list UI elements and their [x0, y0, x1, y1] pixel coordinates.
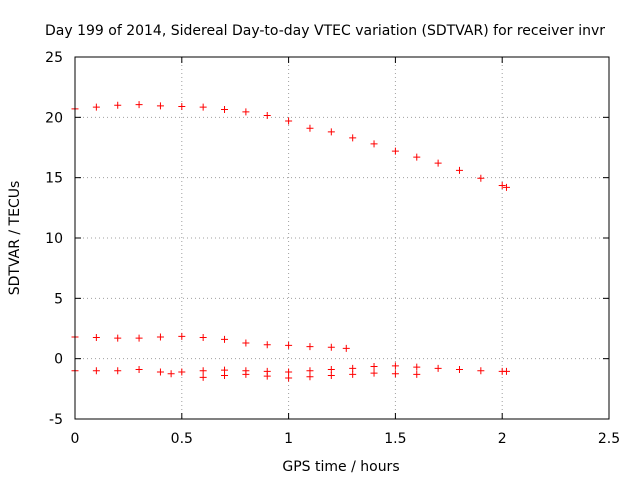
data-point [114, 367, 122, 375]
data-point [498, 182, 506, 190]
data-point [306, 367, 314, 375]
data-point [263, 372, 271, 380]
y-tick-labels: -5 0 5 10 15 20 25 [45, 50, 63, 428]
data-point [327, 343, 335, 351]
x-tick-label: 2 [498, 431, 507, 447]
data-point [114, 334, 122, 342]
chart-title: Day 199 of 2014, Sidereal Day-to-day VTE… [45, 23, 605, 39]
data-point [349, 134, 357, 142]
y-tick-label: 5 [54, 291, 63, 307]
x-tick-label: 0.5 [171, 431, 193, 447]
x-axis-label: GPS time / hours [282, 459, 399, 475]
data-point [221, 372, 229, 380]
data-point [199, 334, 207, 342]
data-point [306, 124, 314, 132]
data-point [135, 101, 143, 109]
data-point [477, 367, 485, 375]
data-point [285, 117, 293, 125]
data-point [370, 369, 378, 377]
data-point [413, 370, 421, 378]
data-point [156, 102, 164, 110]
data-point [221, 105, 229, 113]
data-point [342, 344, 350, 352]
data-point [92, 334, 100, 342]
data-point [370, 140, 378, 148]
y-tick-label: 0 [54, 352, 63, 368]
data-point [178, 368, 186, 376]
data-point [178, 332, 186, 340]
data-point [502, 183, 510, 191]
data-point [167, 370, 175, 378]
data-point [327, 366, 335, 374]
data-point [156, 368, 164, 376]
data-point [391, 362, 399, 370]
x-tick-label: 0 [71, 431, 80, 447]
data-point [263, 341, 271, 349]
series-3 [71, 362, 510, 378]
y-tick-label: -5 [49, 412, 63, 428]
data-point [242, 108, 250, 116]
y-tick-label: 20 [45, 110, 63, 126]
series-4 [199, 369, 421, 382]
data-point [92, 103, 100, 111]
data-point [370, 363, 378, 371]
data-point [92, 367, 100, 375]
x-tick-labels: 0 0.5 1 1.5 2 2.5 [71, 431, 621, 447]
series-1 [71, 101, 510, 191]
data-point [242, 339, 250, 347]
data-point [502, 367, 510, 375]
data-point [434, 364, 442, 372]
data-point [285, 341, 293, 349]
data-point [349, 364, 357, 372]
data-point [135, 334, 143, 342]
y-tick-label: 15 [45, 171, 63, 187]
data-point [455, 366, 463, 374]
data-point [455, 166, 463, 174]
data-point [178, 102, 186, 110]
data-point [413, 153, 421, 161]
data-point [135, 366, 143, 374]
data-point [477, 174, 485, 182]
data-point [391, 147, 399, 155]
y-tick-label: 10 [45, 231, 63, 247]
data-point [391, 370, 399, 378]
data-point [285, 368, 293, 376]
data-point [199, 373, 207, 381]
data-point [434, 159, 442, 167]
data-point [349, 370, 357, 378]
x-tick-label: 1 [284, 431, 293, 447]
x-tick-label: 2.5 [598, 431, 620, 447]
data-point [413, 363, 421, 371]
data-point [306, 373, 314, 381]
data-point [242, 370, 250, 378]
data-point [199, 103, 207, 111]
data-point [327, 372, 335, 380]
grid-lines [75, 57, 609, 419]
x-tick-label: 1.5 [384, 431, 406, 447]
data-point [114, 101, 122, 109]
data-point [285, 374, 293, 382]
y-axis-label: SDTVAR / TECUs [7, 181, 23, 296]
data-point [221, 335, 229, 343]
series-2 [71, 332, 350, 352]
data-point [306, 343, 314, 351]
data-point [263, 112, 271, 120]
y-tick-label: 25 [45, 50, 63, 66]
axis-ticks [74, 56, 610, 420]
data-point [156, 333, 164, 341]
data-points [71, 101, 510, 382]
data-point [327, 128, 335, 136]
data-point [199, 367, 207, 375]
